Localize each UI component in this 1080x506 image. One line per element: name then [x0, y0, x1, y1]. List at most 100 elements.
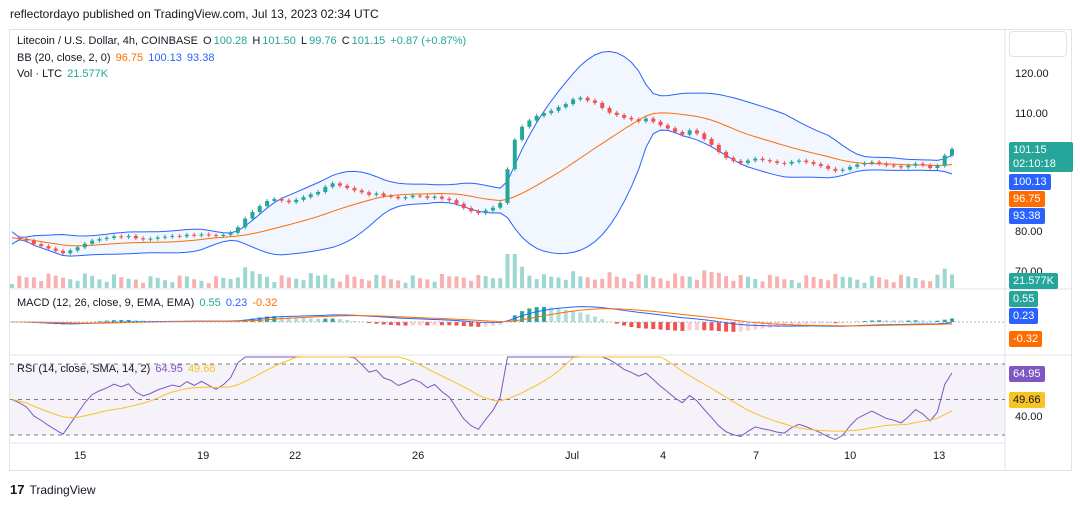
candle-body — [724, 151, 729, 158]
candle-body — [53, 248, 58, 251]
macd-line — [11, 306, 953, 327]
volume-bar — [636, 274, 641, 288]
vol-value: 21.577K — [67, 68, 109, 80]
macd-histogram-bar — [286, 317, 291, 322]
macd-histogram-bar — [935, 320, 940, 322]
chart-settings-button[interactable] — [1009, 31, 1067, 57]
macd-histogram-bar — [534, 307, 539, 322]
volume-bar — [418, 278, 423, 288]
candle-body — [243, 218, 248, 228]
candle-body — [308, 194, 313, 198]
macd-histogram-bar — [330, 318, 335, 322]
volume-bar — [775, 276, 780, 288]
volume-bar — [170, 282, 175, 288]
volume-bar — [316, 275, 321, 288]
volume-bar — [476, 275, 481, 288]
volume-bar — [571, 271, 576, 288]
candle-body — [760, 158, 765, 161]
volume-bar — [891, 282, 896, 288]
candle-body — [884, 163, 889, 166]
volume-bar — [308, 273, 313, 288]
macd-histogram-bar — [104, 320, 109, 322]
candle-body — [512, 139, 517, 170]
volume-bar — [906, 276, 911, 288]
volume-bar — [192, 279, 197, 288]
candle-body — [279, 199, 284, 201]
volume-bar — [68, 279, 73, 288]
candle-body — [745, 160, 750, 163]
candle-body — [31, 240, 36, 245]
volume-bar — [622, 278, 627, 288]
macd-histogram-bar — [869, 320, 874, 322]
bb-basis-box: 96.75 — [1009, 191, 1045, 207]
candle-body — [898, 166, 903, 168]
candle-body — [490, 207, 495, 211]
candle-body — [804, 160, 809, 163]
open-value: 100.28 — [213, 35, 248, 47]
candle-body — [716, 144, 721, 152]
candle-body — [177, 235, 182, 237]
macd-signal-value: -0.32 — [252, 297, 278, 309]
macd-histogram-bar — [520, 311, 525, 322]
volume-bar — [665, 280, 670, 288]
low-label: L — [300, 35, 308, 47]
macd-histogram-bar — [716, 322, 721, 332]
macd-histogram-bar — [133, 320, 138, 322]
time-label-10: 10 — [844, 450, 857, 462]
macd-histogram-bar — [410, 322, 415, 326]
macd-hist-value: 0.55 — [199, 297, 221, 309]
volume-bar — [556, 277, 561, 288]
volume-bar — [381, 275, 386, 288]
candle-body — [447, 198, 452, 201]
macd-histogram-bar — [388, 322, 393, 325]
volume-bar — [243, 267, 248, 288]
candle-body — [250, 211, 255, 219]
volume-bar — [950, 274, 954, 288]
macd-histogram-bar — [396, 322, 401, 326]
volume-bar — [731, 280, 736, 288]
candle-body — [600, 102, 605, 108]
change-value: +0.87 (+0.87%) — [390, 35, 467, 47]
macd-histogram-bar — [629, 322, 634, 327]
candle-body — [753, 158, 758, 161]
volume-bar — [323, 274, 328, 288]
symbol-legend: Litecoin / U.S. Dollar, 4h, COINBASE O 10… — [17, 35, 468, 47]
volume-bar — [345, 274, 350, 288]
candle-body — [184, 234, 189, 237]
volume-bar — [410, 275, 415, 288]
candle-body — [418, 195, 423, 197]
volume-bar — [942, 268, 947, 288]
time-label-4: 4 — [660, 450, 667, 462]
candle-body — [410, 195, 415, 198]
brand-name[interactable]: TradingView — [29, 482, 96, 497]
macd-histogram-bar — [345, 319, 350, 322]
macd-histogram-bar — [622, 322, 627, 326]
volume-bar — [760, 281, 765, 288]
volume-box: 21.577K — [1009, 273, 1058, 289]
volume-bar — [61, 277, 66, 288]
macd-signal-box: -0.32 — [1009, 331, 1043, 347]
macd-histogram-bar — [119, 320, 124, 322]
volume-bar — [206, 283, 211, 288]
bb-legend: BB (20, close, 2, 0) 96.75 100.13 93.38 — [17, 52, 216, 64]
candle-body — [877, 162, 882, 164]
candle-body — [694, 130, 699, 134]
candle-body — [301, 197, 306, 200]
volume-bar — [877, 277, 882, 288]
macd-histogram-bar — [556, 308, 561, 322]
candle-body — [75, 247, 80, 251]
macd-histogram-bar — [738, 322, 743, 332]
volume-bar — [651, 276, 656, 288]
volume-bar — [505, 254, 510, 288]
tradingview-logo-icon: 17 — [10, 482, 25, 497]
volume-bar — [141, 282, 146, 288]
volume-bar — [97, 279, 102, 288]
candle-body — [585, 97, 590, 101]
bb-label: BB (20, close, 2, 0) — [17, 52, 111, 64]
volume-bar — [687, 276, 692, 288]
volume-bar — [490, 278, 495, 288]
volume-bar — [257, 274, 262, 288]
candle-body — [46, 246, 51, 249]
macd-histogram-bar — [294, 317, 299, 322]
macd-histogram-bar — [636, 322, 641, 329]
